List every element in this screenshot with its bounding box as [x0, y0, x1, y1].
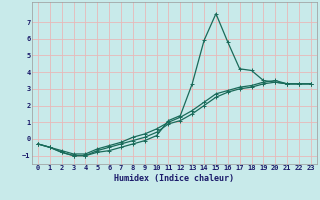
X-axis label: Humidex (Indice chaleur): Humidex (Indice chaleur) — [115, 174, 234, 183]
